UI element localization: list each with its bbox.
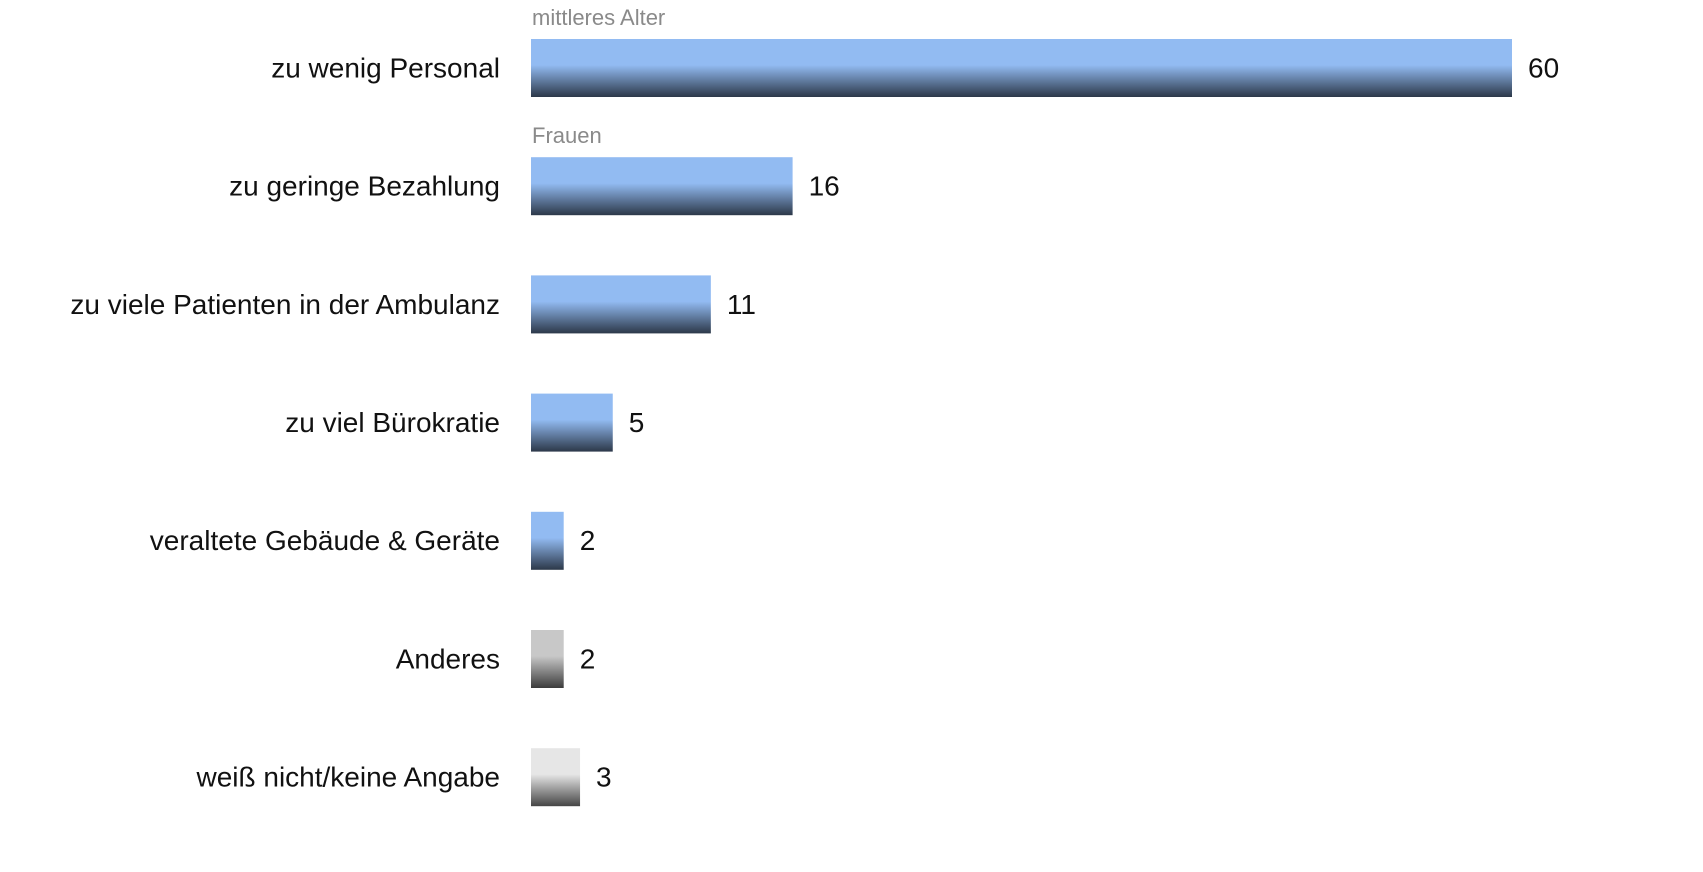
category-label: zu viele Patienten in der Ambulanz <box>70 289 500 320</box>
bar <box>531 630 564 688</box>
value-label: 3 <box>596 762 612 793</box>
category-label: veraltete Gebäude & Geräte <box>150 525 500 556</box>
category-label: zu wenig Personal <box>271 52 500 83</box>
value-label: 60 <box>1528 52 1559 83</box>
category-label: weiß nicht/keine Angabe <box>195 762 500 793</box>
category-label: Anderes <box>396 643 500 674</box>
category-label: zu viel Bürokratie <box>285 407 500 438</box>
bar <box>531 157 793 216</box>
value-label: 5 <box>629 407 645 438</box>
value-label: 11 <box>727 289 756 320</box>
category-label: zu geringe Bezahlung <box>229 171 500 202</box>
value-label: 2 <box>580 643 596 674</box>
value-label: 16 <box>809 171 840 202</box>
bar <box>531 275 711 334</box>
bar <box>531 393 613 452</box>
bar <box>531 748 581 807</box>
bar <box>531 39 1512 97</box>
annotation: Frauen <box>532 123 602 148</box>
annotation: mittleres Alter <box>532 5 665 30</box>
value-label: 2 <box>580 525 596 556</box>
bar <box>531 511 564 570</box>
